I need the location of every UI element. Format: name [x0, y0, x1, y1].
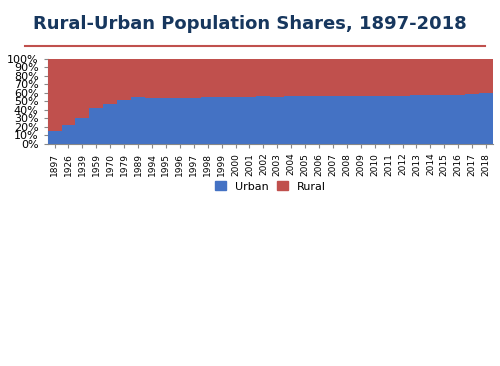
Bar: [465, 94, 479, 144]
Bar: [214, 59, 228, 97]
Bar: [452, 95, 465, 144]
Bar: [382, 96, 396, 144]
Bar: [242, 59, 256, 97]
Bar: [62, 125, 76, 144]
Bar: [479, 93, 493, 144]
Legend: Urban, Rural: Urban, Rural: [210, 177, 330, 196]
Bar: [368, 59, 382, 96]
Bar: [131, 59, 145, 97]
Bar: [228, 59, 242, 97]
Bar: [396, 59, 409, 96]
Bar: [396, 96, 409, 144]
Text: Rural-Urban Population Shares, 1897-2018: Rural-Urban Population Shares, 1897-2018: [33, 15, 467, 33]
Bar: [410, 59, 424, 95]
Bar: [62, 59, 76, 125]
Bar: [438, 59, 452, 95]
Bar: [173, 98, 187, 144]
Bar: [76, 118, 90, 144]
Bar: [298, 59, 312, 96]
Bar: [228, 97, 242, 144]
Bar: [479, 59, 493, 93]
Bar: [187, 98, 200, 144]
Bar: [438, 95, 452, 144]
Bar: [131, 97, 145, 144]
Bar: [104, 104, 117, 144]
Bar: [200, 97, 214, 144]
Bar: [452, 59, 465, 95]
Bar: [48, 131, 62, 144]
Bar: [340, 59, 354, 96]
Bar: [424, 59, 438, 95]
Bar: [326, 59, 340, 96]
Bar: [90, 108, 104, 144]
Bar: [354, 59, 368, 96]
Bar: [382, 59, 396, 96]
Bar: [48, 59, 62, 131]
Bar: [354, 96, 368, 144]
Bar: [117, 100, 131, 144]
Bar: [270, 97, 284, 144]
Bar: [76, 59, 90, 118]
Bar: [173, 59, 187, 98]
Bar: [424, 95, 438, 144]
Bar: [326, 96, 340, 144]
Bar: [104, 59, 117, 104]
Bar: [256, 59, 270, 96]
Bar: [410, 95, 424, 144]
Bar: [145, 98, 159, 144]
Bar: [159, 98, 173, 144]
Bar: [256, 96, 270, 144]
Bar: [159, 59, 173, 98]
Bar: [312, 96, 326, 144]
Bar: [284, 96, 298, 144]
Bar: [187, 59, 200, 98]
Bar: [298, 96, 312, 144]
Bar: [340, 96, 354, 144]
Bar: [90, 59, 104, 108]
Bar: [270, 59, 284, 97]
Bar: [284, 59, 298, 96]
Bar: [312, 59, 326, 96]
Bar: [214, 97, 228, 144]
Bar: [200, 59, 214, 97]
Bar: [465, 59, 479, 94]
Bar: [242, 97, 256, 144]
Bar: [117, 59, 131, 100]
Bar: [368, 96, 382, 144]
Bar: [145, 59, 159, 98]
